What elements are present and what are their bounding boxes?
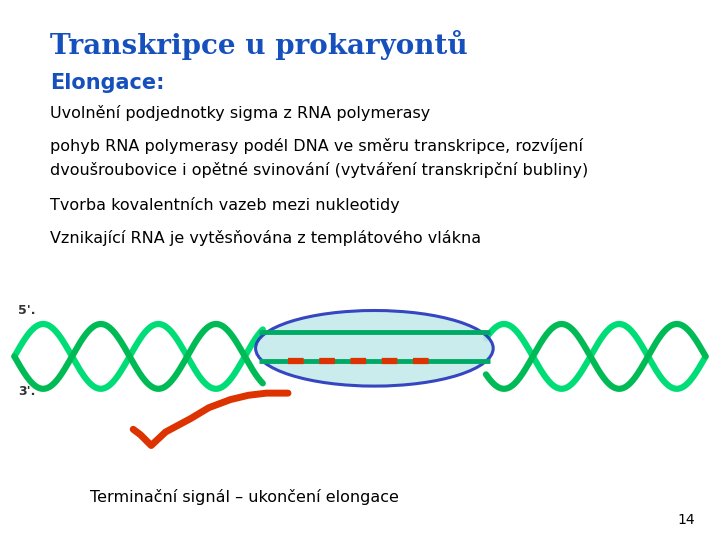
Text: Vznikající RNA je vytěsňována z templátového vlákna: Vznikající RNA je vytěsňována z templáto…: [50, 230, 482, 246]
Text: Terminační signál – ukončení elongace: Terminační signál – ukončení elongace: [90, 489, 399, 505]
Text: 5'.: 5'.: [18, 304, 35, 317]
Text: Uvolnění podjednotky sigma z RNA polymerasy: Uvolnění podjednotky sigma z RNA polymer…: [50, 105, 431, 122]
Text: 3'.: 3'.: [18, 385, 35, 398]
Ellipse shape: [256, 310, 493, 386]
Text: Tvorba kovalentních vazeb mezi nukleotidy: Tvorba kovalentních vazeb mezi nukleotid…: [50, 197, 400, 213]
Text: 14: 14: [678, 512, 695, 526]
Text: Elongace:: Elongace:: [50, 73, 165, 93]
Text: pohyb RNA polymerasy podél DNA ve směru transkripce, rozvíjení: pohyb RNA polymerasy podél DNA ve směru …: [50, 138, 583, 154]
Text: dvoušroubovice i opětné svinování (vytváření transkripční bubliny): dvoušroubovice i opětné svinování (vytvá…: [50, 162, 589, 178]
Text: Transkripce u prokaryontů: Transkripce u prokaryontů: [50, 30, 468, 60]
